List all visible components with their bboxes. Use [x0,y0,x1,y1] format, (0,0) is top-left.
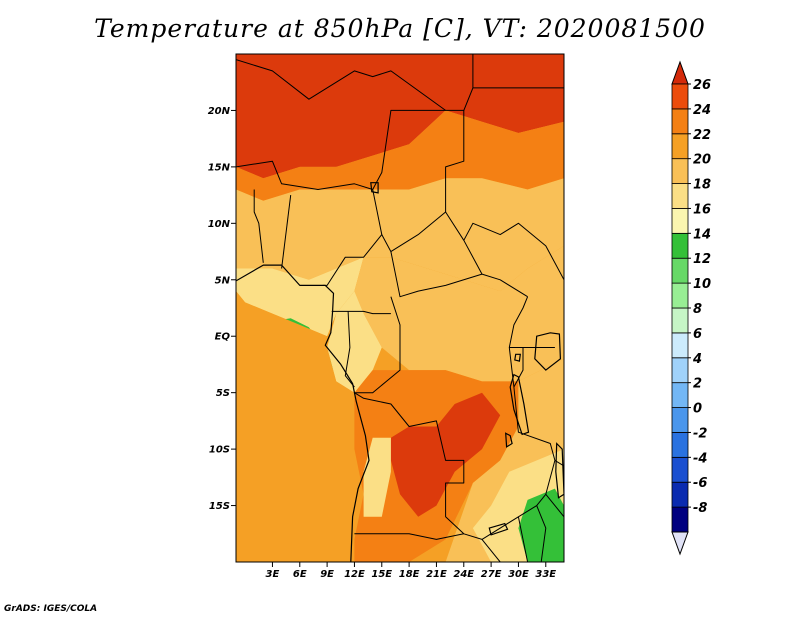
lat-tick-label: 5S [216,388,230,399]
region-sahara-north [236,54,564,179]
colorbar-bin [671,382,689,408]
country-border [281,195,292,269]
colorbar-bin [671,282,689,309]
lon-tick-label: 27E [481,569,502,580]
colorbar-bin [671,432,689,458]
country-border [354,296,401,394]
colorbar-bin [671,257,689,284]
region-zambia-hot-core [390,392,501,517]
lat-tick-label: 15N [208,162,231,173]
map-title: Temperature at 850hPa [C], VT: 202008150… [94,14,706,43]
country-border [517,516,529,562]
colorbar-label: 8 [693,302,702,317]
colorbar-label: 10 [693,277,711,292]
colorbar-bin [671,456,689,483]
colorbar-label: 20 [693,153,711,168]
map-axes: 20N 15N 10N 5N EQ 5S 10S 15S 3E 6E 9E 12E 15E 18E 21E 2… [208,106,557,580]
lake-outline [514,353,521,362]
colorbar-label: 2 [693,377,702,392]
country-border [253,189,264,263]
colorbar-under-arrow [671,531,689,556]
coastline [236,264,370,562]
colorbar-label: 24 [693,103,711,118]
country-border [322,189,383,286]
lon-tick-label: 3E [266,569,280,580]
lat-tick-label: 10N [208,219,231,230]
country-border [390,251,483,298]
lat-tick-label: EQ [215,332,231,343]
country-border [536,505,547,562]
colorbar-bin [671,481,689,508]
lat-tick-label: 15S [209,501,230,512]
lon-tick-label: 30E [508,569,529,580]
colorbar-bin [671,307,689,334]
country-border [445,110,465,212]
map-lines [236,54,564,562]
lon-tick-label: 33E [535,569,556,580]
colorbar-label: -4 [693,451,707,466]
country-border [381,211,528,298]
colorbar-bin [671,208,689,234]
lat-tick-label: 10S [209,445,230,456]
colorbar-label: 4 [692,352,702,367]
country-border [344,311,355,388]
country-border [331,310,391,315]
lake-outline [370,182,379,194]
lat-tick-label: 5N [215,275,231,286]
colorbar-bin [671,232,689,259]
lake-outline [509,373,530,436]
region-ocean-south [236,291,364,562]
lon-tick-label: 12E [344,569,365,580]
country-border [236,54,474,111]
lon-tick-label: 24E [453,569,474,580]
colorbar-label: -8 [693,501,707,516]
region-mozambique-green [518,488,564,562]
country-border [481,539,501,562]
region-west-africa-interior [236,178,564,292]
colorbar-label: 14 [693,227,711,242]
country-border [545,493,564,518]
colorbar-label: 26 [693,78,711,93]
lon-tick-label: 18E [399,569,420,580]
country-border [463,222,564,281]
colorbar-label: 16 [693,202,711,217]
lake-outline [555,442,564,499]
colorbar-label: 18 [693,178,711,193]
colorbar-label: 6 [693,327,702,342]
colorbar-bin [671,332,689,359]
colorbar-bin [671,183,689,209]
colorbar-bin [671,108,689,135]
country-border [236,109,446,190]
lon-tick-label: 9E [320,569,334,580]
colorbar-label: 12 [693,252,711,267]
lon-tick-label: 15E [371,569,392,580]
lake-outline [534,332,562,371]
colorbar-label: -2 [693,426,707,441]
colorbar-bin [671,83,689,110]
colorbar-bin [671,133,689,160]
lon-tick-label: 21E [426,569,447,580]
colorbar-label: 22 [693,128,711,143]
colorbar-label: 0 [693,402,702,417]
colorbar-over-arrow [671,60,689,85]
map-frame [235,53,565,563]
lat-tick-label: 20N [208,106,231,117]
colorbar-bin [671,407,689,433]
lake-outline [488,522,509,536]
lon-tick-label: 6E [293,569,307,580]
colorbar-bin [671,158,689,184]
temperature-field [236,54,564,562]
colorbar-label: -6 [693,476,707,491]
lake-outline [505,432,513,448]
country-border [513,347,524,388]
region-angola-plateau [363,437,391,517]
grads-credit: GrADS: IGES/COLA [4,604,98,614]
region-gabon-congo-coast [327,291,382,393]
colorbar-bin [671,357,689,384]
colorbar-bin [671,506,689,533]
country-border [354,533,464,540]
